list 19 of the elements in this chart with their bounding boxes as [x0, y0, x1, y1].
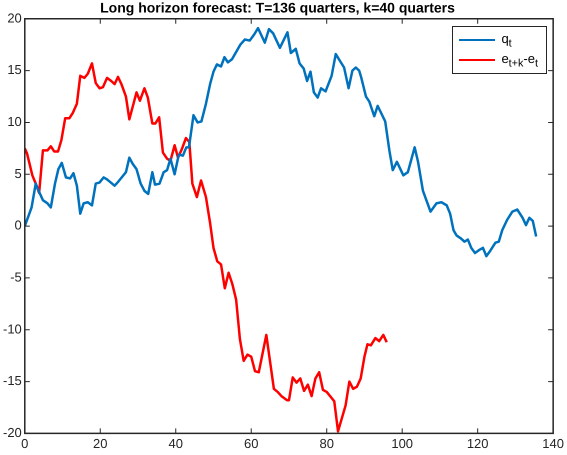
y-tick-label: 20: [7, 10, 22, 26]
y-tick-label: 15: [7, 62, 22, 78]
y-tick-label: 0: [14, 218, 22, 233]
chart-title: Long horizon forecast: T=136 quarters, k=40 quarters: [100, 0, 456, 16]
y-tick-label: -5: [10, 270, 22, 285]
x-tick-label: 100: [391, 436, 414, 451]
legend-label: q$_{t}$: [501, 30, 512, 50]
x-tick-label: 60: [244, 436, 258, 451]
x-tick-label: 80: [319, 436, 334, 451]
x-tick-label: 140: [542, 436, 564, 451]
legend-label: e$_{t+k}$-e$_{t}$: [501, 50, 538, 70]
x-tick-label: 20: [93, 436, 108, 451]
y-tick-label: -10: [2, 321, 22, 336]
y-tick-label: 10: [7, 114, 22, 130]
y-tick-label: -20: [2, 424, 22, 440]
y-tick-label: -15: [2, 373, 22, 388]
y-tick-label: 5: [14, 166, 22, 181]
x-tick-label: 120: [466, 436, 489, 451]
x-tick-label: 40: [168, 436, 183, 451]
